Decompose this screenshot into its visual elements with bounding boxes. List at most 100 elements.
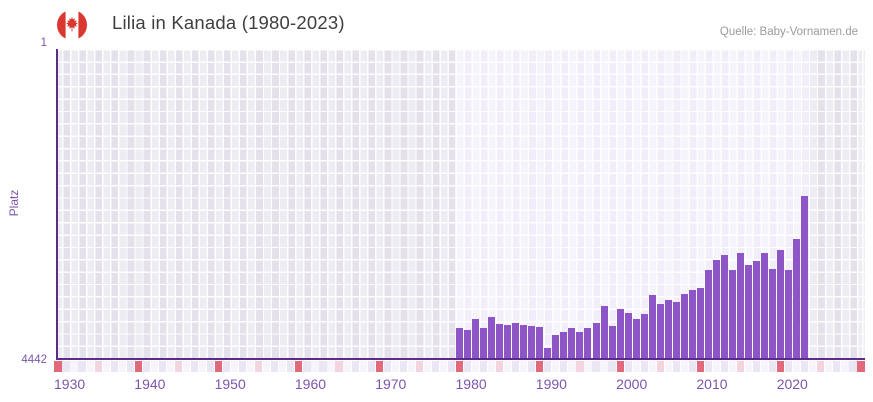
- x-tick-label-1960: 1960: [294, 376, 327, 392]
- bar-1994[interactable]: [568, 327, 576, 358]
- bar-2011[interactable]: [704, 270, 712, 358]
- tick-cell-1938: [118, 361, 126, 372]
- tick-cell-1989: [528, 361, 536, 372]
- bar-2013[interactable]: [720, 254, 728, 358]
- x-tick-label-2020: 2020: [776, 376, 808, 392]
- y-axis-line: [56, 49, 58, 360]
- tick-cell-2027: [833, 361, 841, 372]
- bar-2009[interactable]: [688, 290, 696, 358]
- tick-cell-2008: [680, 361, 688, 372]
- tick-cell-1991: [544, 361, 552, 372]
- bar-1999[interactable]: [608, 326, 616, 358]
- tick-cell-2004: [648, 361, 656, 372]
- bar-2014[interactable]: [729, 270, 737, 358]
- x-tick-label-1990: 1990: [535, 376, 567, 392]
- tick-cell-1969: [367, 361, 375, 372]
- tick-cell-2010: [696, 361, 704, 372]
- bar-1982[interactable]: [472, 319, 480, 358]
- tick-cell-1986: [504, 361, 512, 372]
- tick-cell-1963: [319, 361, 327, 372]
- bar-2008[interactable]: [680, 293, 688, 358]
- tick-cell-2022: [793, 361, 801, 372]
- tick-cell-1998: [600, 361, 608, 372]
- bar-1985[interactable]: [496, 324, 504, 358]
- tick-cell-1940: [134, 361, 142, 372]
- bar-1989[interactable]: [528, 325, 536, 358]
- bar-2004[interactable]: [648, 295, 656, 358]
- bar-1983[interactable]: [480, 327, 488, 358]
- tick-cell-1978: [439, 361, 448, 372]
- tick-cell-1964: [327, 361, 335, 372]
- bar-2003[interactable]: [640, 314, 648, 358]
- tick-cell-1957: [271, 361, 279, 372]
- x-tick-label-1970: 1970: [375, 376, 407, 392]
- tick-cell-1949: [206, 361, 215, 372]
- tick-cell-1975: [415, 361, 423, 372]
- tick-cell-1941: [142, 361, 150, 372]
- tick-cell-2030: [857, 361, 865, 372]
- x-axis-line: [56, 358, 865, 360]
- bar-2005[interactable]: [656, 304, 664, 358]
- bar-2022[interactable]: [793, 238, 801, 358]
- tick-cell-2005: [656, 361, 664, 372]
- tick-cell-1984: [488, 361, 496, 372]
- tick-cell-1952: [231, 361, 239, 372]
- bar-2007[interactable]: [672, 301, 680, 358]
- bar-1995[interactable]: [576, 331, 584, 358]
- tick-cell-1992: [552, 361, 560, 372]
- tick-cell-1972: [391, 361, 399, 372]
- tick-cell-1993: [560, 361, 568, 372]
- bar-1997[interactable]: [592, 323, 600, 358]
- bar-2006[interactable]: [664, 300, 672, 358]
- tick-cell-1937: [110, 361, 118, 372]
- bar-2000[interactable]: [616, 309, 624, 358]
- tick-cell-1965: [335, 361, 343, 372]
- bar-2021[interactable]: [785, 269, 793, 358]
- bar-1988[interactable]: [520, 324, 528, 358]
- tick-cell-1974: [407, 361, 415, 372]
- bar-2019[interactable]: [769, 269, 777, 358]
- tick-cell-1961: [303, 361, 311, 372]
- tick-cell-1959: [287, 361, 295, 372]
- bar-2023[interactable]: [801, 196, 809, 358]
- bar-1996[interactable]: [584, 327, 592, 358]
- bar-1998[interactable]: [600, 306, 608, 358]
- tick-cell-1988: [520, 361, 528, 372]
- bar-2018[interactable]: [761, 253, 769, 358]
- tick-cell-2021: [785, 361, 793, 372]
- tick-cell-1976: [423, 361, 431, 372]
- bar-1991[interactable]: [544, 348, 552, 358]
- bar-2015[interactable]: [737, 253, 745, 358]
- bar-2020[interactable]: [777, 250, 785, 358]
- tick-cell-1979: [447, 361, 456, 372]
- bar-1987[interactable]: [512, 323, 520, 358]
- bar-1992[interactable]: [552, 334, 560, 358]
- tick-cell-2000: [616, 361, 624, 372]
- tick-cell-1948: [198, 361, 207, 372]
- bar-1984[interactable]: [488, 316, 496, 358]
- tick-cell-2026: [825, 361, 833, 372]
- tick-cell-1946: [182, 361, 191, 372]
- bar-1986[interactable]: [504, 325, 512, 358]
- tick-cell-1980: [455, 361, 464, 372]
- bar-2002[interactable]: [632, 318, 640, 358]
- bar-1993[interactable]: [560, 331, 568, 358]
- tick-cell-1985: [496, 361, 504, 372]
- bar-2001[interactable]: [624, 313, 632, 358]
- tick-cell-1945: [174, 361, 183, 372]
- decade-tick-strip: [0, 361, 866, 372]
- bar-1981[interactable]: [464, 330, 472, 358]
- bar-2010[interactable]: [696, 287, 704, 358]
- tick-cell-1953: [239, 361, 247, 372]
- bar-2017[interactable]: [753, 261, 761, 358]
- tick-cell-1939: [126, 361, 134, 372]
- bar-1990[interactable]: [536, 326, 544, 358]
- tick-cell-1970: [375, 361, 383, 372]
- tick-cell-1987: [512, 361, 520, 372]
- bar-2012[interactable]: [712, 260, 720, 358]
- bar-1980[interactable]: [456, 327, 463, 358]
- tick-cell-2002: [632, 361, 640, 372]
- tick-cell-1994: [568, 361, 576, 372]
- tick-cell-1954: [247, 361, 255, 372]
- bar-2016[interactable]: [745, 264, 753, 358]
